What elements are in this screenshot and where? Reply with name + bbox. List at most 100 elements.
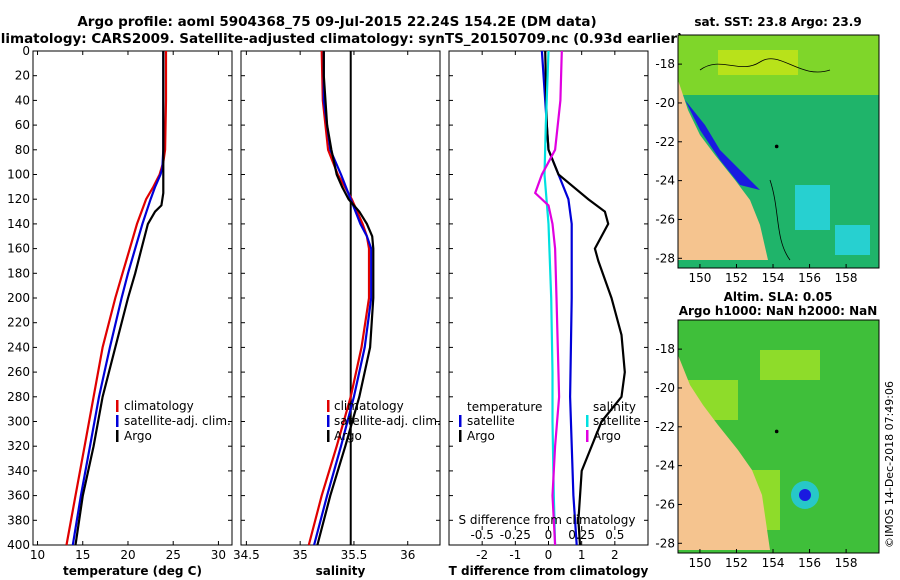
lon-tick-label: 158 — [835, 271, 858, 285]
lon-tick-label: 152 — [725, 271, 748, 285]
figure-title-line1: Argo profile: aoml 5904368_75 09-Jul-201… — [77, 14, 596, 30]
y-tick-label: 80 — [15, 143, 30, 157]
x-tick-label: 35 — [293, 548, 308, 562]
legend-swatch-t-argo — [459, 430, 462, 442]
y-tick-label: 380 — [7, 513, 30, 527]
x-tick-label: 10 — [30, 548, 45, 562]
legend-label-s-argo: Argo — [593, 429, 621, 443]
plot-frame — [32, 50, 233, 546]
y-tick-label: 120 — [7, 192, 30, 206]
legend-swatch-argo — [327, 430, 330, 442]
x-axis-label: T difference from climatology — [449, 564, 649, 578]
x-tick-label: -2 — [476, 548, 488, 562]
y-tick-label: 40 — [15, 93, 30, 107]
lon-tick-label: 154 — [762, 271, 785, 285]
plot-frame — [448, 50, 649, 546]
sst-map: 150 152 154 156 158 -18 -20 -22 -24 -26 -28 — [655, 34, 880, 285]
legend-label-climatology: climatology — [334, 399, 404, 413]
y-tick-label: 400 — [7, 538, 30, 552]
lat-tick-label: -28 — [655, 251, 675, 265]
lat-tick-label: -20 — [655, 96, 675, 110]
legend-swatch-satellite — [116, 415, 119, 427]
lon-tick-label: 152 — [725, 556, 748, 570]
sla-map-title-line2: Argo h1000: NaN h2000: NaN — [679, 304, 878, 318]
y-tick-label: 360 — [7, 489, 30, 503]
y-tick-label: 140 — [7, 217, 30, 231]
difference-legend: temperature satellite Argo salinity sate… — [459, 400, 641, 527]
legend-swatch-s-satellite — [586, 415, 589, 427]
legend-label-climatology: climatology — [124, 399, 194, 413]
y-tick-label: 260 — [7, 365, 30, 379]
s-tick-label: 0 — [545, 528, 553, 542]
lon-tick-label: 150 — [688, 271, 711, 285]
lat-tick-label: -20 — [655, 381, 675, 395]
difference-panel: -2 -1 0 1 2 T difference from climatology -0.5… — [448, 50, 649, 578]
lon-tick-label: 154 — [762, 556, 785, 570]
legend-label-argo: Argo — [124, 429, 152, 443]
map-frame — [677, 319, 880, 554]
y-tick-label: 340 — [7, 464, 30, 478]
x-axis-label: salinity — [316, 564, 366, 578]
plot-frame — [240, 50, 441, 546]
s-tick-label: 0.25 — [568, 528, 595, 542]
lat-tick-label: -24 — [655, 174, 675, 188]
x-tick-label: 36 — [400, 548, 415, 562]
y-tick-label: 100 — [7, 168, 30, 182]
y-tick-label: 60 — [15, 118, 30, 132]
series-line-argo — [74, 51, 165, 546]
x-tick-label: 25 — [166, 548, 181, 562]
map-frame — [677, 34, 880, 269]
y-tick-label: 280 — [7, 390, 30, 404]
y-tick-label: 240 — [7, 340, 30, 354]
lat-tick-label: -22 — [655, 135, 675, 149]
lat-tick-label: -22 — [655, 420, 675, 434]
sst-map-title: sat. SST: 23.8 Argo: 23.9 — [694, 15, 861, 29]
legend-label-satellite: satellite-adj. clim. — [334, 414, 441, 428]
x-tick-label: 2 — [611, 548, 619, 562]
legend-swatch-s-argo — [586, 430, 589, 442]
s-tick-label: -0.5 — [470, 528, 493, 542]
copyright-credit: ©IMOS 14-Dec-2018 07:49:06 — [883, 381, 896, 548]
x-tick-label: 30 — [211, 548, 226, 562]
legend-label-t-satellite: satellite — [467, 414, 515, 428]
low-sla-core — [799, 489, 811, 501]
y-tick-label: 160 — [7, 242, 30, 256]
legend-label-t-argo: Argo — [467, 429, 495, 443]
series-line-s-argo — [533, 50, 563, 546]
high-sla — [760, 350, 820, 380]
cool-patch — [835, 225, 870, 255]
x-tick-label: 34.5 — [233, 548, 260, 562]
sla-map: 150 152 154 156 158 -18 -20 -22 -24 -26 -28 — [655, 319, 880, 570]
lat-tick-label: -24 — [655, 459, 675, 473]
legend-label-satellite: satellite-adj. clim. — [124, 414, 231, 428]
x-tick-label: 1 — [578, 548, 586, 562]
legend-swatch-argo — [116, 430, 119, 442]
temperature-legend: climatology satellite-adj. clim. Argo — [116, 399, 231, 443]
lon-tick-label: 158 — [835, 556, 858, 570]
x-tick-label: 35.5 — [341, 548, 368, 562]
bathymetry-contour — [769, 179, 791, 261]
legend-swatch-satellite — [327, 415, 330, 427]
s-difference-title: S difference from climatology — [459, 513, 636, 527]
legend-swatch-t-satellite — [459, 415, 462, 427]
legend-label-s-satellite: satellite — [593, 414, 641, 428]
map-content — [678, 35, 879, 268]
s-tick-label: 0.5 — [605, 528, 624, 542]
series-line-argo — [316, 51, 375, 546]
y-tick-label: 20 — [15, 69, 30, 83]
x-tick-label: 15 — [75, 548, 90, 562]
lat-tick-label: -26 — [655, 497, 675, 511]
lat-tick-label: -28 — [655, 536, 675, 550]
lat-tick-label: -18 — [655, 57, 675, 71]
lon-tick-label: 156 — [798, 556, 821, 570]
legend-swatch-climatology — [116, 400, 119, 412]
land — [678, 355, 770, 550]
temperature-panel: 0 20 40 60 80 100 120 140 160 180 200 220 240 260 280 3… — [7, 44, 233, 578]
x-axis-label: temperature (deg C) — [63, 564, 202, 578]
bathymetry-contour — [699, 58, 831, 73]
y-tick-label: 300 — [7, 415, 30, 429]
series-line-t-argo — [544, 50, 626, 546]
land — [678, 80, 768, 260]
argo-position-marker — [774, 144, 779, 149]
